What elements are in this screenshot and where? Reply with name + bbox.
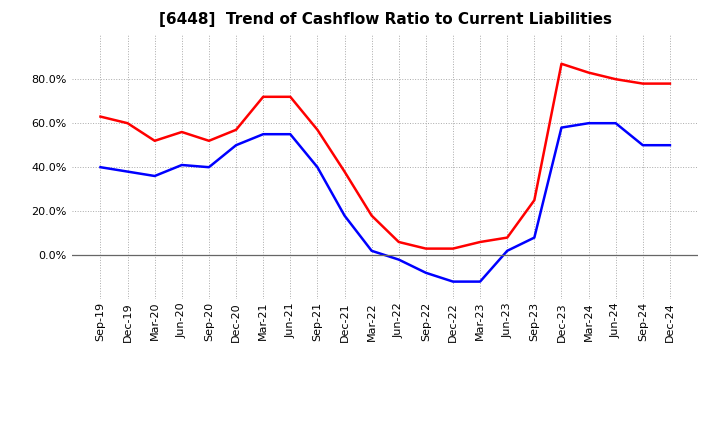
Free CF to Current Liabilities — [557, 125, 566, 130]
Free CF to Current Liabilities — [204, 165, 213, 170]
Operating CF to Current Liabilities — [232, 127, 240, 132]
Free CF to Current Liabilities — [96, 165, 105, 170]
Free CF to Current Liabilities — [341, 213, 349, 218]
Free CF to Current Liabilities — [395, 257, 403, 262]
Operating CF to Current Liabilities — [665, 81, 674, 86]
Free CF to Current Liabilities — [123, 169, 132, 174]
Free CF to Current Liabilities — [232, 143, 240, 148]
Operating CF to Current Liabilities — [123, 121, 132, 126]
Free CF to Current Liabilities — [178, 162, 186, 168]
Operating CF to Current Liabilities — [96, 114, 105, 119]
Operating CF to Current Liabilities — [557, 61, 566, 66]
Operating CF to Current Liabilities — [476, 239, 485, 245]
Free CF to Current Liabilities — [313, 165, 322, 170]
Operating CF to Current Liabilities — [530, 198, 539, 203]
Operating CF to Current Liabilities — [639, 81, 647, 86]
Operating CF to Current Liabilities — [341, 169, 349, 174]
Free CF to Current Liabilities — [286, 132, 294, 137]
Free CF to Current Liabilities — [530, 235, 539, 240]
Free CF to Current Liabilities — [476, 279, 485, 284]
Operating CF to Current Liabilities — [204, 138, 213, 143]
Free CF to Current Liabilities — [503, 248, 511, 253]
Free CF to Current Liabilities — [449, 279, 457, 284]
Free CF to Current Liabilities — [584, 121, 593, 126]
Free CF to Current Liabilities — [367, 248, 376, 253]
Free CF to Current Liabilities — [665, 143, 674, 148]
Operating CF to Current Liabilities — [584, 70, 593, 75]
Operating CF to Current Liabilities — [313, 127, 322, 132]
Free CF to Current Liabilities — [259, 132, 268, 137]
Free CF to Current Liabilities — [150, 173, 159, 179]
Line: Operating CF to Current Liabilities: Operating CF to Current Liabilities — [101, 64, 670, 249]
Operating CF to Current Liabilities — [178, 129, 186, 135]
Operating CF to Current Liabilities — [395, 239, 403, 245]
Operating CF to Current Liabilities — [367, 213, 376, 218]
Operating CF to Current Liabilities — [611, 77, 620, 82]
Operating CF to Current Liabilities — [421, 246, 430, 251]
Operating CF to Current Liabilities — [150, 138, 159, 143]
Free CF to Current Liabilities — [611, 121, 620, 126]
Title: [6448]  Trend of Cashflow Ratio to Current Liabilities: [6448] Trend of Cashflow Ratio to Curren… — [158, 12, 612, 27]
Operating CF to Current Liabilities — [286, 94, 294, 99]
Free CF to Current Liabilities — [421, 270, 430, 275]
Operating CF to Current Liabilities — [259, 94, 268, 99]
Operating CF to Current Liabilities — [449, 246, 457, 251]
Line: Free CF to Current Liabilities: Free CF to Current Liabilities — [101, 123, 670, 282]
Free CF to Current Liabilities — [639, 143, 647, 148]
Operating CF to Current Liabilities — [503, 235, 511, 240]
